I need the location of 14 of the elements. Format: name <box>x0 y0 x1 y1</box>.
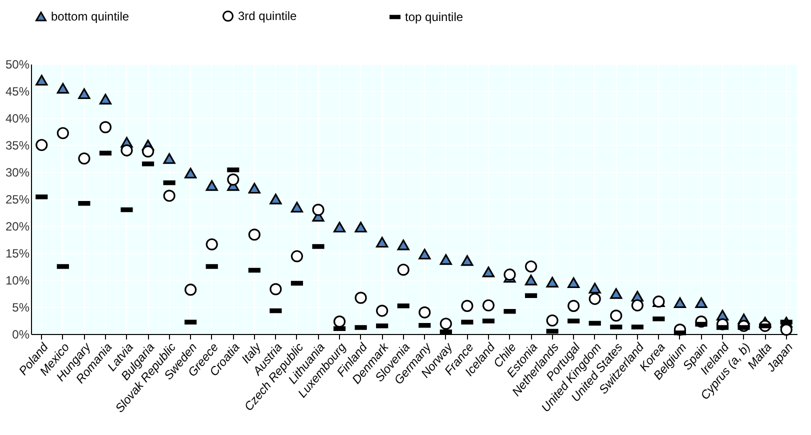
y-tick-label: 25% <box>5 192 30 206</box>
y-tick-label: 10% <box>5 274 30 288</box>
y-tick-label: 5% <box>12 300 30 314</box>
y-tick-label: 40% <box>5 112 30 126</box>
legend-label: top quintile <box>405 10 464 24</box>
y-tick-label: 15% <box>5 246 30 260</box>
y-tick-label: 50% <box>5 58 30 72</box>
legend-label: bottom quintile <box>51 9 130 24</box>
legend-label: 3rd quintile <box>238 9 298 24</box>
y-tick-label: 45% <box>5 84 30 98</box>
y-tick-label: 20% <box>5 220 30 234</box>
y-tick-label: 35% <box>5 138 30 152</box>
y-tick-label: 30% <box>5 166 30 180</box>
y-tick-label: 0% <box>12 328 30 342</box>
